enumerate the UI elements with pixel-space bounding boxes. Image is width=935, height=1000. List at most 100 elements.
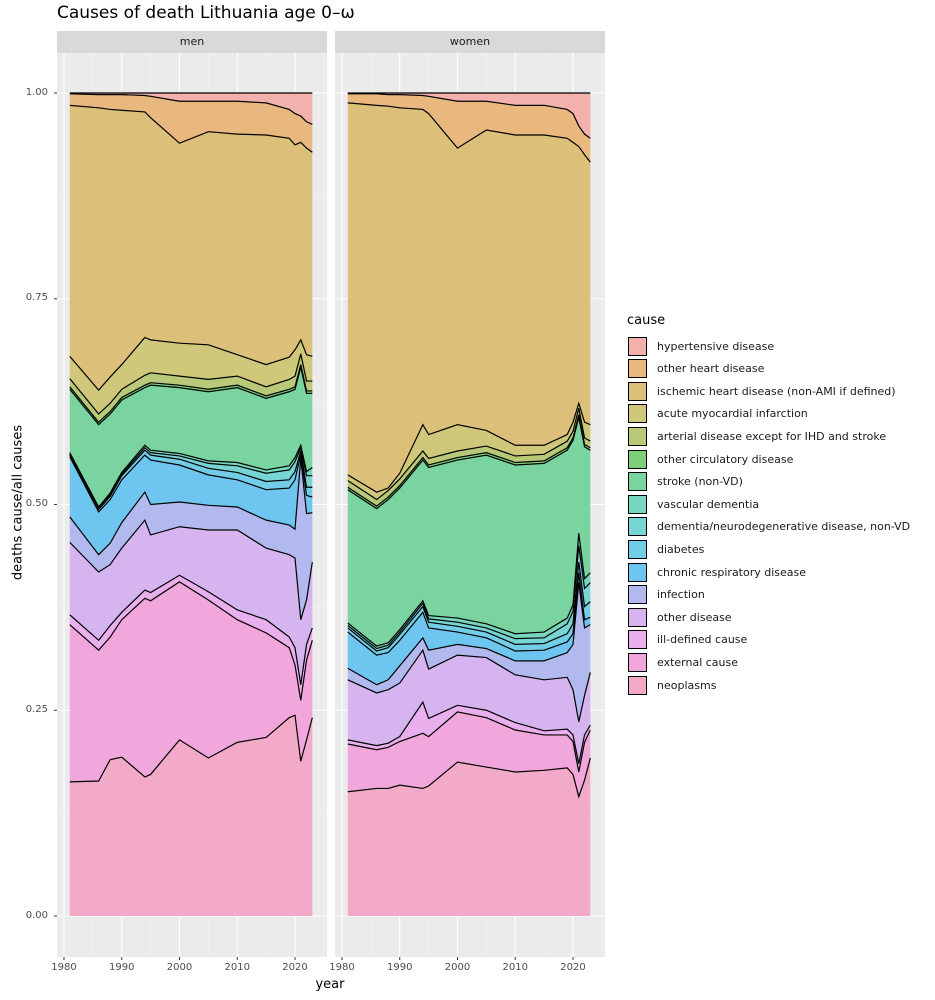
boundary-line xyxy=(69,336,313,392)
legend-item: other disease xyxy=(628,606,732,628)
boundary-line xyxy=(69,518,313,620)
area-dementia-neurodegenerative-disease-non-vd xyxy=(69,447,313,510)
legend-item: other heart disease xyxy=(628,358,764,380)
area-neoplasms xyxy=(347,757,591,916)
area-arterial-disease-except-for-ihd-and-stroke xyxy=(347,408,591,507)
legend-key xyxy=(628,539,647,559)
legend-item: stroke (non-VD) xyxy=(628,471,743,493)
x-tick-label: 2000 xyxy=(166,962,193,973)
area-ischemic-heart-disease-non-ami-if-defined- xyxy=(347,102,591,493)
legend-label: infection xyxy=(657,588,705,602)
legend-item: vascular dementia xyxy=(628,493,759,515)
legend-item: ischemic heart disease (non-AMI if defin… xyxy=(628,380,896,402)
legend-label: acute myocardial infarction xyxy=(657,407,808,421)
x-tick-label: 2020 xyxy=(282,962,308,973)
x-tick-label: 2010 xyxy=(224,962,250,973)
legend-key xyxy=(628,562,647,582)
x-tick-label: 2000 xyxy=(444,962,471,973)
legend-item: hypertensive disease xyxy=(628,335,774,357)
legend-label: other heart disease xyxy=(657,362,765,376)
legend-key xyxy=(628,494,647,514)
boundary-line xyxy=(69,581,313,701)
boundary-line xyxy=(69,445,313,510)
area-other-disease xyxy=(69,520,313,685)
area-acute-myocardial-infarction xyxy=(69,337,313,414)
facet-strip-women: women xyxy=(335,31,605,53)
legend-label: chronic respiratory disease xyxy=(657,565,807,579)
x-tick-label: 1990 xyxy=(387,962,413,973)
x-tick-label: 2020 xyxy=(560,962,586,973)
legend-label: ill-defined cause xyxy=(657,633,748,647)
x-axis-title: year xyxy=(315,977,345,992)
area-chronic-respiratory-disease xyxy=(347,572,591,685)
area-neoplasms xyxy=(69,715,313,916)
legend-key xyxy=(628,585,647,605)
legend-key xyxy=(628,381,647,401)
chart-title: Causes of death Lithuania age 0–ω xyxy=(57,3,355,23)
legend-item: external cause xyxy=(628,651,738,673)
boundary-line xyxy=(347,648,591,722)
legend-key xyxy=(628,449,647,469)
boundary-line xyxy=(347,102,591,163)
legend-key xyxy=(628,652,647,672)
boundary-line xyxy=(347,757,591,799)
boundary-line xyxy=(69,443,313,509)
legend-label: other disease xyxy=(657,610,732,624)
area-stroke-non-vd- xyxy=(347,417,591,647)
x-tick-label: 1990 xyxy=(109,962,135,973)
boundary-line xyxy=(347,700,591,764)
boundary-line xyxy=(347,545,591,650)
legend-key xyxy=(628,472,647,492)
legend-item: neoplasms xyxy=(628,674,716,696)
legend-key xyxy=(628,404,647,424)
area-ill-defined-cause xyxy=(69,575,313,701)
legend-item: other circulatory disease xyxy=(628,448,793,470)
legend-key xyxy=(628,607,647,627)
area-arterial-disease-except-for-ihd-and-stroke xyxy=(69,353,313,423)
legend-item: acute myocardial infarction xyxy=(628,403,808,425)
boundary-line xyxy=(347,414,591,507)
boundary-line xyxy=(69,93,313,125)
boundary-line xyxy=(69,104,313,153)
boundary-line xyxy=(347,401,591,493)
boundary-line xyxy=(347,533,591,647)
boundary-line xyxy=(347,562,591,652)
area-other-heart-disease xyxy=(69,93,313,153)
y-tick-label: 0.50 xyxy=(25,498,48,509)
boundary-line xyxy=(69,364,313,424)
x-tick-label: 2010 xyxy=(502,962,528,973)
y-tick-label: 0.25 xyxy=(25,704,48,715)
boundary-line xyxy=(69,458,313,556)
boundary-line xyxy=(69,353,313,415)
legend-label: vascular dementia xyxy=(657,497,760,511)
legend-label: external cause xyxy=(657,655,739,669)
area-other-circulatory-disease xyxy=(347,414,591,509)
legend-label: neoplasms xyxy=(657,678,717,692)
x-tick-label: 1980 xyxy=(329,962,355,973)
boundary-line xyxy=(347,408,591,501)
legend-label: stroke (non-VD) xyxy=(657,475,743,489)
area-external-cause xyxy=(69,581,313,782)
legend-key xyxy=(628,426,647,446)
legend-label: arterial disease except for IHD and stro… xyxy=(657,429,887,443)
legend-item: diabetes xyxy=(628,538,704,560)
area-hypertensive-disease xyxy=(69,93,313,125)
facet-strip-men: men xyxy=(57,31,327,53)
legend-label: diabetes xyxy=(657,542,705,556)
y-tick-label: 0.00 xyxy=(25,910,48,921)
boundary-line xyxy=(69,454,313,513)
boundary-line xyxy=(69,574,313,685)
y-tick-label: 1.00 xyxy=(25,87,48,98)
boundary-line xyxy=(347,417,591,510)
legend-item: infection xyxy=(628,584,705,606)
legend-title: cause xyxy=(627,313,666,328)
legend-label: other circulatory disease xyxy=(657,452,794,466)
area-infection xyxy=(69,458,313,620)
area-other-heart-disease xyxy=(347,93,591,163)
legend-item: chronic respiratory disease xyxy=(628,561,806,583)
legend-key xyxy=(628,336,647,356)
area-external-cause xyxy=(347,711,591,797)
area-ischemic-heart-disease-non-ami-if-defined- xyxy=(69,105,313,391)
